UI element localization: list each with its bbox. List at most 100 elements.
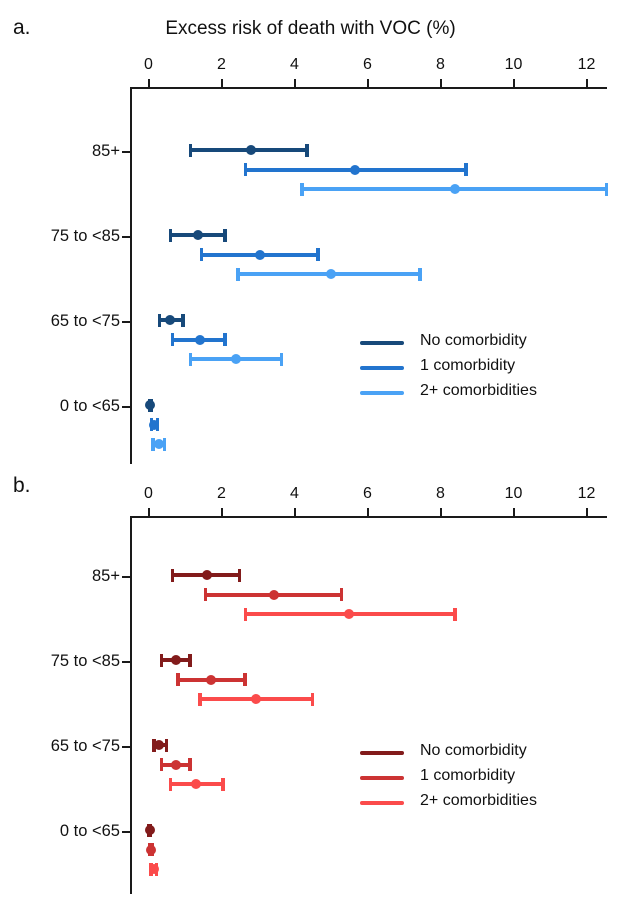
x-axis-tick-label: 8 (436, 485, 445, 502)
x-axis-tick (366, 79, 369, 87)
ci-cap-low (300, 182, 304, 196)
x-axis-line (130, 516, 607, 518)
age-group-label: 85+ (92, 142, 120, 160)
point-estimate-dot (190, 779, 201, 789)
x-axis-tick-label: 10 (504, 485, 523, 502)
ci-cap-high (453, 607, 457, 621)
ci-cap-low (188, 352, 193, 366)
ci-cap-high (279, 352, 284, 366)
point-estimate-dot (146, 844, 157, 855)
point-estimate-dot (145, 400, 156, 410)
legend-label: 2+ comorbidities (420, 382, 537, 399)
x-axis-tick (220, 508, 223, 516)
legend-swatch-line (360, 801, 404, 805)
x-axis-tick (366, 508, 369, 516)
panel-b-label: b. (13, 474, 31, 497)
ci-cap-high (188, 758, 192, 771)
point-estimate-dot (165, 315, 176, 325)
y-axis-line (130, 87, 132, 464)
panel-a-label: a. (13, 16, 31, 39)
point-estimate-dot (154, 740, 165, 750)
point-estimate-dot (201, 570, 212, 580)
y-axis-tick (122, 746, 130, 748)
x-axis-tick (585, 79, 588, 87)
point-estimate-dot (192, 230, 203, 240)
x-axis-line (130, 87, 607, 89)
y-axis-tick (122, 576, 130, 578)
x-axis-tick-label: 2 (217, 56, 226, 73)
legend-label: No comorbidity (420, 742, 527, 759)
ci-cap-low (168, 777, 173, 791)
ci-cap-high (188, 653, 192, 667)
x-axis-tick (512, 79, 515, 87)
point-estimate-dot (170, 655, 181, 665)
point-estimate-dot (344, 609, 355, 619)
ci-cap-low (243, 163, 248, 176)
x-axis-tick (512, 508, 515, 516)
ci-cap-high (604, 182, 609, 196)
ci-cap-high (243, 673, 247, 686)
legend-swatch-line (360, 366, 404, 370)
legend-swatch-line (360, 751, 404, 755)
legend-swatch-line (360, 776, 404, 780)
ci-cap-low (170, 568, 175, 582)
point-estimate-dot (231, 354, 242, 364)
x-axis-tick-label: 12 (577, 56, 596, 73)
ci-cap-high (164, 738, 169, 752)
y-axis-tick (122, 151, 130, 153)
ci-cap-high (310, 692, 315, 706)
point-estimate-dot (144, 825, 155, 835)
ci-cap-high (464, 163, 468, 176)
x-axis-tick-label: 12 (577, 485, 596, 502)
ci-cap-low (176, 673, 180, 686)
x-axis-tick-label: 8 (436, 56, 445, 73)
ci-cap-high (316, 248, 320, 261)
x-axis-tick (439, 508, 442, 516)
x-axis-tick-label: 0 (144, 485, 153, 502)
ci-cap-high (305, 143, 309, 157)
ci-cap-low (236, 267, 240, 281)
point-estimate-dot (205, 674, 216, 685)
ci-cap-low (152, 738, 156, 752)
y-axis-tick (122, 406, 130, 408)
point-estimate-dot (349, 164, 360, 175)
age-group-label: 75 to <85 (50, 652, 120, 670)
x-axis-tick (147, 79, 150, 87)
x-axis-tick (293, 508, 296, 516)
point-estimate-dot (326, 269, 336, 279)
x-axis-tick-label: 4 (290, 485, 299, 502)
x-axis-tick (439, 79, 442, 87)
legend-swatch-line (360, 391, 404, 395)
point-estimate-dot (153, 439, 164, 449)
ci-cap-high (223, 228, 227, 242)
point-estimate-dot (450, 184, 461, 194)
ci-cap-high (237, 568, 242, 582)
x-axis-tick (293, 79, 296, 87)
y-axis-tick (122, 236, 130, 238)
ci-cap-high (162, 437, 167, 451)
legend-label: 1 comorbidity (420, 767, 516, 784)
x-axis-tick (585, 508, 588, 516)
y-axis-tick (122, 321, 130, 323)
x-axis-tick (220, 79, 223, 87)
ci-cap-low (170, 333, 175, 346)
y-axis-tick (122, 831, 130, 833)
ci-cap-high (418, 267, 422, 281)
ci-cap-low (243, 607, 248, 621)
ci-cap-high (223, 333, 227, 346)
ci-cap-low (203, 588, 208, 601)
legend-label: 1 comorbidity (420, 357, 516, 374)
y-axis-line (130, 516, 132, 894)
point-estimate-dot (269, 589, 280, 600)
point-estimate-dot (149, 419, 160, 430)
x-axis-tick-label: 6 (363, 56, 372, 73)
age-group-label: 85+ (92, 567, 120, 585)
age-group-label: 65 to <75 (50, 312, 120, 330)
legend-label: No comorbidity (420, 332, 527, 349)
x-axis-tick (147, 508, 150, 516)
x-axis-tick-label: 0 (144, 56, 153, 73)
age-group-label: 0 to <65 (59, 397, 120, 415)
ci-cap-low (159, 653, 164, 667)
point-estimate-dot (170, 759, 181, 770)
x-axis-tick-label: 6 (363, 485, 372, 502)
